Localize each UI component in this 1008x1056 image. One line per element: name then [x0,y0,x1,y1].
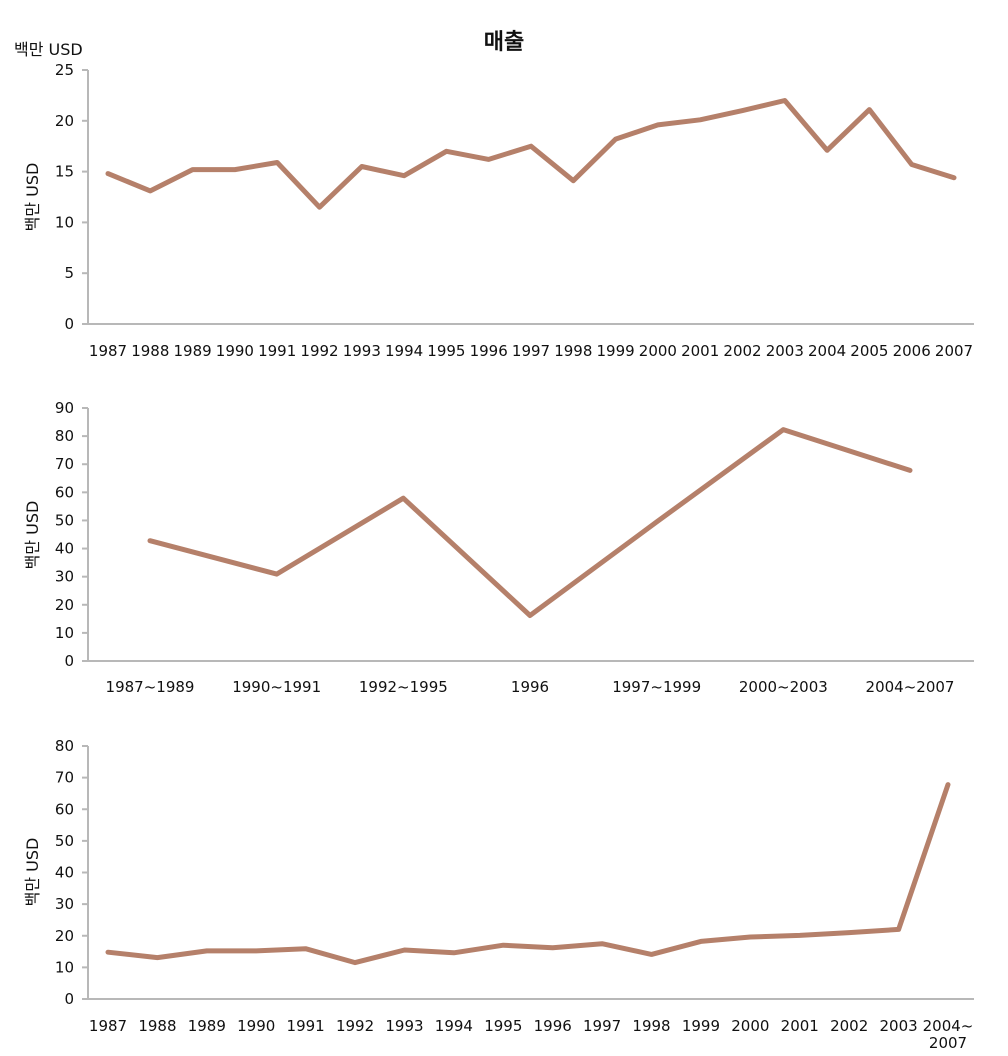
y-tick-label: 80 [55,737,74,755]
y-tick-label: 10 [55,213,74,231]
x-tick-label: 2002 [723,342,761,360]
y-tick-label: 80 [55,427,74,445]
y-tick-label: 70 [55,769,74,787]
x-tick-label: 2007 [935,342,973,360]
x-tick-label: 1995 [484,1017,522,1035]
x-tick-label: 1987~1989 [106,678,195,696]
x-tick-label: 1999 [597,342,635,360]
y-tick-label: 10 [55,958,74,976]
y-tick-label: 20 [55,112,74,130]
y-tick-label: 40 [55,540,74,558]
y-tick-label: 50 [55,832,74,850]
x-tick-label: 1990 [216,342,254,360]
series-line [147,427,913,618]
series-line [105,98,957,210]
x-tick-label: 1993 [385,1017,423,1035]
chart-panel-2: 0 10 20 30 40 50 60 70 80 90 백만 USD 1987~1989 1990~1… [23,399,974,696]
y-tick-label: 10 [55,624,74,642]
y-tick-label: 5 [64,264,74,282]
series-line [105,782,951,966]
x-tick-label: 1997 [583,1017,621,1035]
y-tick-label: 20 [55,596,74,614]
x-tick-label: 1987 [89,1017,127,1035]
x-tick-label: 1996 [511,678,549,696]
y-tick-label: 60 [55,483,74,501]
y-axis-label: 백만 USD [23,501,42,570]
y-tick-label: 30 [55,895,74,913]
x-tick-label: 1990~1991 [232,678,321,696]
x-tick-label: 2002 [830,1017,868,1035]
x-tick-label: 1989 [188,1017,226,1035]
y-tick-label: 60 [55,800,74,818]
chart-panel-3: 0 10 20 30 40 50 60 70 80 백만 USD 1987 1988 1989 1990 1… [23,737,974,1052]
x-tick-label: 1994 [435,1017,473,1035]
y-tick-label: 20 [55,927,74,945]
x-tick-label: 1988 [131,342,169,360]
y-tick-label: 50 [55,511,74,529]
x-tick-label: 1994 [385,342,423,360]
x-tick-label: 1998 [632,1017,670,1035]
y-tick-label: 30 [55,568,74,586]
y-tick-label: 90 [55,399,74,417]
chart-panel-1: 0 5 10 15 20 25 백만 USD 1987 1988 1989 1990 1991 1992… [23,61,974,360]
x-tick-label: 2004~2007 [923,1017,974,1052]
chart-title: 매출 [483,30,525,55]
y-axis-label: 백만 USD [23,163,42,232]
x-tick-label: 2004~2007 [866,678,955,696]
x-tick-label: 1992 [300,342,338,360]
x-tick-label: 2005 [850,342,888,360]
x-tick-label: 2001 [781,1017,819,1035]
unit-label: 백만 USD [14,40,83,59]
y-tick-label: 25 [55,61,74,79]
x-tick-label: 1990 [237,1017,275,1035]
x-tick-label: 2001 [681,342,719,360]
y-tick-label: 70 [55,455,74,473]
y-tick-label: 0 [64,652,74,670]
x-tick-label: 2004 [808,342,846,360]
x-tick-label: 1996 [470,342,508,360]
x-tick-label: 1995 [427,342,465,360]
x-tick-label: 1987 [89,342,127,360]
x-tick-label: 2003 [879,1017,917,1035]
x-tick-label: 1991 [258,342,296,360]
y-axis-label: 백만 USD [23,838,42,907]
x-tick-label: 1992 [336,1017,374,1035]
x-tick-label: 1998 [554,342,592,360]
x-tick-label: 1988 [138,1017,176,1035]
x-tick-label: 1997 [512,342,550,360]
x-tick-label: 2000~2003 [739,678,828,696]
x-tick-label: 2006 [893,342,931,360]
y-tick-label: 40 [55,864,74,882]
x-tick-label: 1999 [682,1017,720,1035]
x-tick-label: 2000 [639,342,677,360]
y-tick-label: 0 [64,990,74,1008]
y-tick-label: 0 [64,315,74,333]
x-tick-label: 1993 [343,342,381,360]
x-tick-label: 1991 [287,1017,325,1035]
x-tick-label: 1996 [534,1017,572,1035]
x-tick-label: 1989 [174,342,212,360]
x-tick-label: 2000 [731,1017,769,1035]
x-tick-label: 2003 [766,342,804,360]
y-tick-label: 15 [55,163,74,181]
x-tick-label: 1992~1995 [359,678,448,696]
x-tick-label: 1997~1999 [612,678,701,696]
